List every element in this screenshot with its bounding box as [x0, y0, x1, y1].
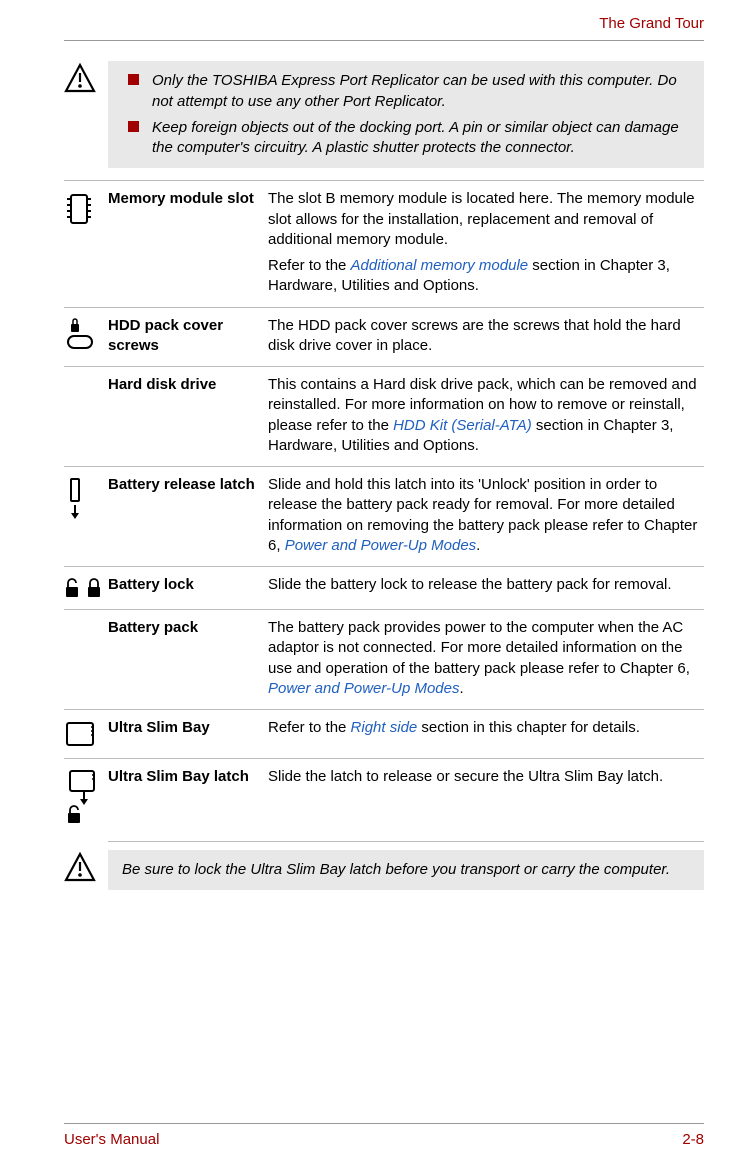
definition-description: The HDD pack cover screws are the screws… [268, 316, 704, 357]
warning-callout: Only the TOSHIBA Express Port Replicator… [64, 61, 704, 168]
definition-description: Slide and hold this latch into its 'Unlo… [268, 475, 704, 556]
header-rule [64, 40, 704, 41]
note-callout: Be sure to lock the Ultra Slim Bay latch… [64, 850, 704, 890]
cross-reference-link[interactable]: HDD Kit (Serial-ATA) [393, 417, 532, 434]
cross-reference-link[interactable]: Additional memory module [351, 257, 529, 274]
warning-icon [64, 61, 108, 95]
definition-paragraph: The slot B memory module is located here… [268, 189, 704, 250]
warning-item: Keep foreign objects out of the docking … [122, 118, 692, 159]
note-text: Be sure to lock the Ultra Slim Bay latch… [122, 861, 670, 878]
definition-term: Hard disk drive [108, 375, 268, 395]
footer-left: User's Manual [64, 1130, 159, 1150]
note-icon [64, 850, 108, 884]
chapter-title: The Grand Tour [64, 14, 704, 34]
no-icon [64, 618, 108, 620]
cross-reference-link[interactable]: Right side [351, 719, 418, 736]
cross-reference-link[interactable]: Power and Power-Up Modes [268, 680, 459, 697]
definition-term: Battery release latch [108, 475, 268, 495]
definition-row: Battery release latchSlide and hold this… [64, 466, 704, 566]
definition-row: Battery lockSlide the battery lock to re… [64, 566, 704, 609]
hdd-lock-icon [64, 316, 108, 352]
definition-paragraph: The battery pack provides power to the c… [268, 618, 704, 699]
warning-text: Keep foreign objects out of the docking … [152, 119, 679, 156]
definition-paragraph: Slide the latch to release or secure the… [268, 767, 704, 787]
definition-description: The battery pack provides power to the c… [268, 618, 704, 699]
definition-term: Memory module slot [108, 189, 268, 209]
lock-unlock-icon [64, 575, 108, 599]
definition-row: Memory module slotThe slot B memory modu… [64, 180, 704, 306]
definition-paragraph: Refer to the Additional memory module se… [268, 256, 704, 297]
definition-row: HDD pack cover screwsThe HDD pack cover … [64, 307, 704, 367]
definition-row: Battery packThe battery pack provides po… [64, 609, 704, 709]
warning-body: Only the TOSHIBA Express Port Replicator… [108, 61, 704, 168]
definition-term: Battery lock [108, 575, 268, 595]
page-footer: User's Manual 2-8 [64, 1123, 704, 1150]
warning-text: Only the TOSHIBA Express Port Replicator… [152, 72, 677, 109]
bullet-icon [128, 121, 139, 132]
definition-term: HDD pack cover screws [108, 316, 268, 357]
note-body: Be sure to lock the Ultra Slim Bay latch… [108, 850, 704, 890]
memory-chip-icon [64, 189, 108, 227]
definition-paragraph: The HDD pack cover screws are the screws… [268, 316, 704, 357]
battery-release-icon [64, 475, 108, 521]
definition-paragraph: This contains a Hard disk drive pack, wh… [268, 375, 704, 456]
slim-bay-icon [64, 718, 108, 748]
definition-paragraph: Slide and hold this latch into its 'Unlo… [268, 475, 704, 556]
no-icon [64, 375, 108, 377]
definition-paragraph: Slide the battery lock to release the ba… [268, 575, 704, 595]
warning-item: Only the TOSHIBA Express Port Replicator… [122, 71, 692, 112]
definition-description: The slot B memory module is located here… [268, 189, 704, 296]
cross-reference-link[interactable]: Power and Power-Up Modes [285, 537, 476, 554]
definition-description: Slide the latch to release or secure the… [268, 767, 704, 787]
definition-row: Ultra Slim Bay latchSlide the latch to r… [64, 758, 704, 835]
definition-row: Hard disk driveThis contains a Hard disk… [64, 366, 704, 466]
definition-row: Ultra Slim BayRefer to the Right side se… [64, 709, 704, 758]
definition-term: Battery pack [108, 618, 268, 638]
definition-term: Ultra Slim Bay latch [108, 767, 268, 787]
definition-term: Ultra Slim Bay [108, 718, 268, 738]
footer-right: 2-8 [682, 1130, 704, 1150]
definition-paragraph: Refer to the Right side section in this … [268, 718, 704, 738]
definition-description: This contains a Hard disk drive pack, wh… [268, 375, 704, 456]
definition-description: Refer to the Right side section in this … [268, 718, 704, 738]
definition-description: Slide the battery lock to release the ba… [268, 575, 704, 595]
bullet-icon [128, 74, 139, 85]
slim-bay-latch-icon [64, 767, 108, 825]
